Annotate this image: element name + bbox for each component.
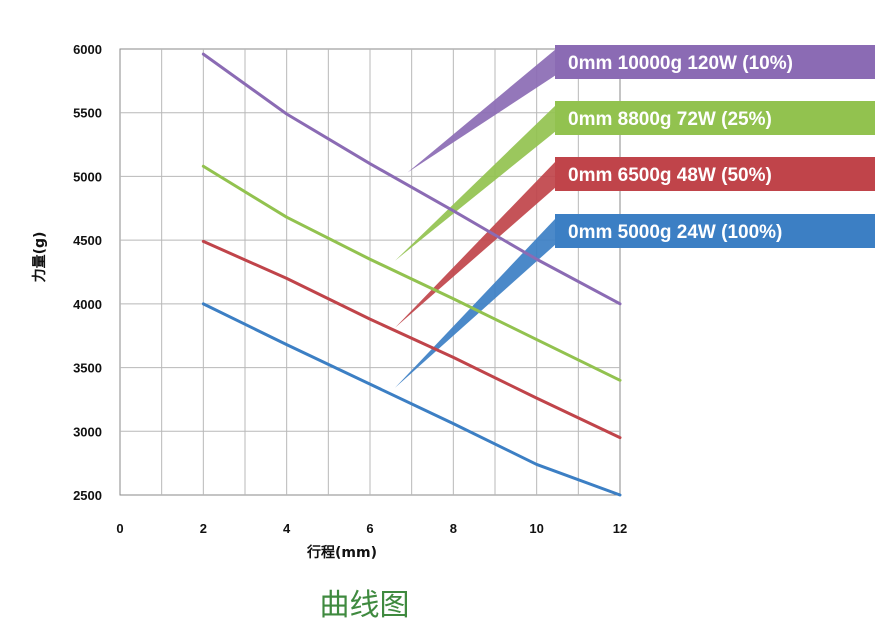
legend-pointer (395, 105, 556, 261)
chart-caption: 曲线图 (0, 580, 891, 624)
caption-text: 曲线图 (319, 588, 410, 623)
y-axis-title: 力量(g) (31, 232, 48, 283)
x-tick-label: 10 (529, 521, 543, 536)
y-tick-label: 3000 (73, 424, 102, 439)
x-tick-labels: 0 2 4 6 8 10 12 (116, 521, 627, 536)
legend-pointer (395, 161, 556, 328)
y-tick-label: 5500 (73, 106, 102, 121)
legend-box (555, 157, 875, 191)
y-tick-label: 2500 (73, 488, 102, 503)
x-tick-label: 2 (200, 521, 207, 536)
series-line (201, 52, 622, 306)
legend-box (555, 214, 875, 248)
y-tick-label: 4500 (73, 233, 102, 248)
y-tick-label: 4000 (73, 297, 102, 312)
legend: 0mm 10000g 120W (10%) 0mm 8800g 72W (25%)… (555, 45, 875, 248)
x-tick-label: 0 (116, 521, 123, 536)
legend-pointer (407, 49, 556, 173)
series-line (201, 239, 622, 440)
series-lines (201, 52, 622, 497)
y-tick-labels: 2500 3000 3500 4000 4500 5000 5500 6000 (73, 42, 102, 503)
x-tick-label: 6 (366, 521, 373, 536)
y-tick-label: 3500 (73, 361, 102, 376)
x-tick-label: 12 (613, 521, 627, 536)
legend-pointer (395, 218, 556, 388)
legend-pointers (395, 49, 556, 388)
legend-box (555, 101, 875, 135)
series-line (201, 164, 622, 382)
x-tick-label: 4 (283, 521, 291, 536)
y-tick-label: 6000 (73, 42, 102, 57)
legend-box (555, 45, 875, 79)
x-axis-title: 行程(mm) (306, 544, 377, 561)
series-line (201, 302, 622, 497)
legend-label: 0mm 10000g 120W (10%) (568, 53, 793, 74)
y-tick-label: 5000 (73, 169, 102, 184)
legend-label: 0mm 8800g 72W (25%) (568, 109, 772, 130)
legend-label: 0mm 5000g 24W (100%) (568, 222, 782, 243)
x-tick-label: 8 (450, 521, 457, 536)
legend-label: 0mm 6500g 48W (50%) (568, 165, 772, 186)
